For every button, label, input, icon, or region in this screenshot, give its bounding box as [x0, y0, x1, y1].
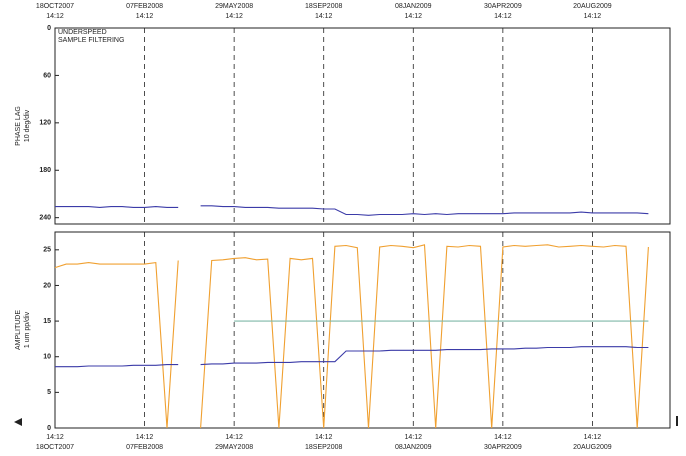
y-tick-label: 10	[43, 354, 51, 361]
x-tick-label: 14:12 18OCT2007	[36, 434, 74, 451]
y-tick-label: 240	[39, 215, 51, 222]
x-tick-label: 18OCT2007 14:12	[36, 3, 74, 20]
data-line	[55, 205, 649, 216]
y-tick-label: 20	[43, 282, 51, 289]
scroll-right-marker[interactable]	[676, 416, 678, 426]
x-tick-label: 08JAN2009 14:12	[395, 3, 432, 20]
data-line	[54, 244, 649, 429]
scroll-left-arrow[interactable]	[14, 418, 22, 426]
x-tick-label: 20AUG2009 14:12	[573, 3, 612, 20]
annotation: UNDERSPEED	[58, 29, 107, 36]
y-axis-label: AMPLITUDE	[15, 310, 22, 350]
x-tick-label: 14:12 18SEP2008	[305, 434, 342, 451]
y-axis-unit: 1 um pp/div	[24, 311, 31, 348]
y-tick-label: 5	[47, 389, 51, 396]
y-tick-label: 60	[43, 72, 51, 79]
y-axis-unit: 10 deg/div	[24, 109, 31, 142]
x-tick-label: 14:12 08JAN2009	[395, 434, 432, 451]
x-tick-label: 18SEP2008 14:12	[305, 3, 342, 20]
y-tick-label: 0	[47, 425, 51, 432]
panel-frame	[54, 231, 671, 429]
x-tick-label: 30APR2009 14:12	[484, 3, 522, 20]
x-tick-label: 14:12 20AUG2009	[573, 434, 612, 451]
x-tick-label: 14:12 30APR2009	[484, 434, 522, 451]
x-tick-label: 29MAY2008 14:12	[215, 3, 253, 20]
y-tick-label: 25	[43, 247, 51, 254]
x-tick-label: 07FEB2008 14:12	[126, 3, 163, 20]
annotation: SAMPLE FILTERING	[58, 37, 124, 44]
data-line	[55, 346, 649, 368]
y-tick-label: 0	[47, 25, 51, 32]
y-tick-label: 180	[39, 167, 51, 174]
x-tick-label: 14:12 07FEB2008	[126, 434, 163, 451]
y-tick-label: 15	[43, 318, 51, 325]
panel-frame	[54, 27, 671, 225]
y-axis-label: PHASE LAG	[15, 106, 22, 146]
y-tick-label: 120	[39, 120, 51, 127]
x-tick-label: 14:12 29MAY2008	[215, 434, 253, 451]
